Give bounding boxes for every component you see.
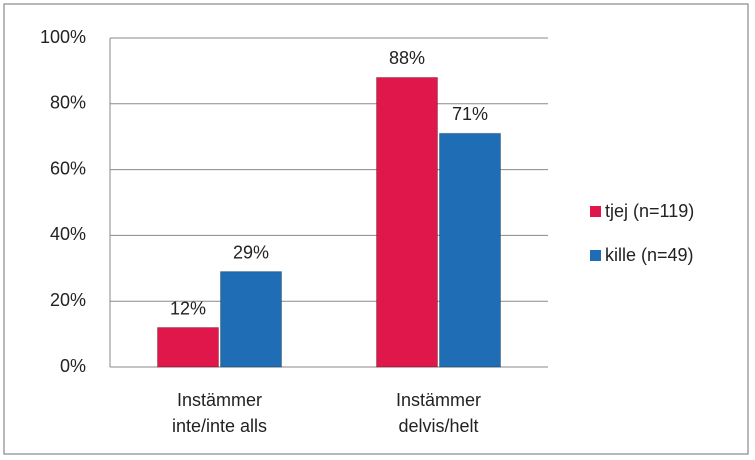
bar — [376, 76, 438, 368]
value-label: 12% — [170, 298, 206, 318]
value-label: 71% — [452, 104, 488, 124]
y-tick-label: 80% — [50, 93, 86, 113]
y-tick-label: 20% — [50, 290, 86, 310]
legend-label: tjej (n=119) — [605, 201, 694, 221]
chart-border — [3, 3, 749, 455]
x-tick-label: Instämmer delvis/helt — [395, 390, 482, 436]
legend-swatch — [590, 206, 601, 217]
bar — [439, 132, 501, 368]
y-tick-label: 0% — [60, 356, 86, 376]
legend-swatch — [590, 250, 601, 261]
bar — [157, 327, 219, 368]
y-tick-label: 100% — [40, 27, 86, 47]
legend-label: kille (n=49) — [605, 245, 694, 265]
y-tick-label: 40% — [50, 224, 86, 244]
x-tick-label: Instämmer inte/inte alls — [171, 390, 268, 436]
bar — [220, 271, 282, 368]
value-label: 88% — [389, 48, 425, 68]
value-label: 29% — [233, 242, 269, 262]
y-tick-label: 60% — [50, 158, 86, 178]
